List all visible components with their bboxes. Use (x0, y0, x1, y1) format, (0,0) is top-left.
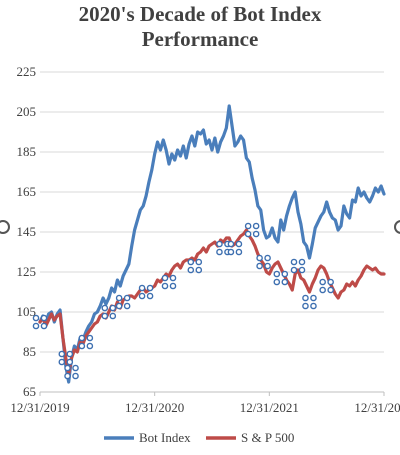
highlight-point-handle (195, 266, 203, 274)
highlight-point-handle (327, 286, 334, 294)
highlight-point-handle (115, 302, 123, 310)
highlight-point-handle (298, 258, 306, 266)
y-tick-label: 165 (17, 184, 37, 199)
legend-bot-index-label: Bot Index (139, 430, 191, 445)
highlight-point-handle (138, 292, 146, 300)
highlight-point-handle (290, 266, 298, 274)
highlight-point-handle (138, 284, 146, 292)
highlight-point-handle (264, 262, 271, 270)
y-tick-label: 105 (17, 304, 37, 319)
highlight-point-handle (290, 258, 298, 266)
highlight-point-handle (227, 248, 235, 256)
x-tick-label: 12/31/2020 (125, 400, 184, 415)
x-tick-label: 12/31/2021 (240, 400, 299, 415)
highlight-point-handle (78, 342, 86, 350)
highlight-point-handle (319, 278, 326, 286)
highlight-point-handle (310, 302, 317, 310)
highlight-point-handle (32, 314, 40, 322)
chart-title-line-1: 2020's Decade of Bot Index (78, 2, 322, 26)
highlight-point-handle (264, 254, 271, 262)
highlight-point-handle (298, 266, 306, 274)
highlight-point-handle (86, 342, 94, 350)
highlight-point-handle (161, 282, 169, 290)
series-line-sp500 (38, 228, 386, 376)
highlight-point-handle (302, 294, 309, 302)
highlight-point-handle (64, 372, 71, 380)
highlight-point-handle (109, 304, 117, 312)
x-tick-label: 12/31/2019 (10, 400, 69, 415)
highlight-point-handle (252, 222, 260, 230)
highlight-point-handle (310, 294, 317, 302)
highlight-point-handle (252, 230, 260, 238)
left-edge-marker (0, 220, 10, 234)
highlight-point-handle (40, 314, 48, 322)
highlight-point-handle (244, 230, 252, 238)
x-tick-label: 12/31/2022 (354, 400, 400, 415)
highlight-point-handle (216, 240, 223, 248)
highlight-point-handle (244, 222, 252, 230)
highlight-point-handle (66, 358, 74, 366)
highlight-point-handle (64, 364, 71, 372)
highlight-point-handle (169, 274, 177, 282)
highlight-point-handle (101, 312, 109, 320)
highlight-point-handle (58, 350, 66, 358)
highlight-point-handle (109, 312, 117, 320)
highlight-point-handle (146, 292, 154, 300)
highlight-point-handle (161, 274, 169, 282)
highlight-point-handle (78, 334, 86, 342)
highlight-point-handle (256, 262, 263, 270)
highlight-point-handle (273, 278, 281, 286)
highlight-point-handle (195, 258, 203, 266)
y-tick-label: 225 (17, 64, 37, 79)
y-tick-label: 185 (17, 144, 37, 159)
y-tick-label: 65 (23, 384, 36, 399)
highlight-point-handle (32, 322, 40, 330)
highlight-point-handle (123, 302, 131, 310)
highlight-point-handle (235, 248, 243, 256)
chart-title-line-2: Performance (141, 27, 259, 51)
highlight-point-handle (187, 266, 195, 274)
highlight-point-handle (40, 322, 48, 330)
highlight-point-handle (281, 278, 289, 286)
highlight-point-handle (227, 240, 235, 248)
highlight-point-handle (273, 270, 281, 278)
highlight-point-handle (72, 364, 79, 372)
y-tick-label: 125 (17, 264, 37, 279)
y-tick-label: 205 (17, 104, 37, 119)
y-tick-label: 85 (23, 344, 36, 359)
right-edge-marker (394, 220, 400, 234)
highlight-point-handle (58, 358, 66, 366)
highlight-point-handle (256, 254, 263, 262)
highlight-point-handle (216, 248, 223, 256)
highlight-point-handle (235, 240, 243, 248)
highlight-point-handle (115, 294, 123, 302)
highlight-point-handle (66, 350, 74, 358)
series-line-bot-index (38, 104, 386, 384)
highlight-point-handle (327, 278, 334, 286)
highlight-point-handle (187, 258, 195, 266)
highlight-point-handle (319, 286, 326, 294)
highlight-point-handle (302, 302, 309, 310)
highlight-point-handle (72, 372, 79, 380)
y-tick-label: 145 (17, 224, 37, 239)
highlight-point-handle (281, 270, 289, 278)
highlight-point-handle (123, 294, 131, 302)
highlight-point-handle (86, 334, 94, 342)
highlight-point-handle (101, 304, 109, 312)
highlight-point-handle (169, 282, 177, 290)
legend-sp500-label: S & P 500 (241, 430, 294, 445)
highlight-point-handle (146, 284, 154, 292)
